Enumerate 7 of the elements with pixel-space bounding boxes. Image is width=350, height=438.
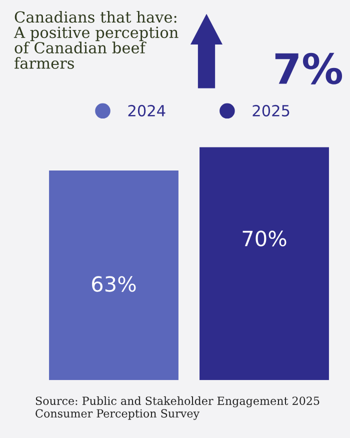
source-note: Source: Public and Stakeholder Engagement 2025 Consumer Perception Survey	[36, 396, 320, 420]
legend-label: 2025	[252, 104, 290, 116]
text: 7%	[275, 52, 342, 84]
data-label: 63%	[92, 276, 136, 292]
chart-title: Canadians that have: A positive perception of Canadian beef farmers	[14, 10, 178, 69]
data-label: 70%	[242, 230, 286, 246]
legend-label: 2024	[128, 104, 166, 116]
